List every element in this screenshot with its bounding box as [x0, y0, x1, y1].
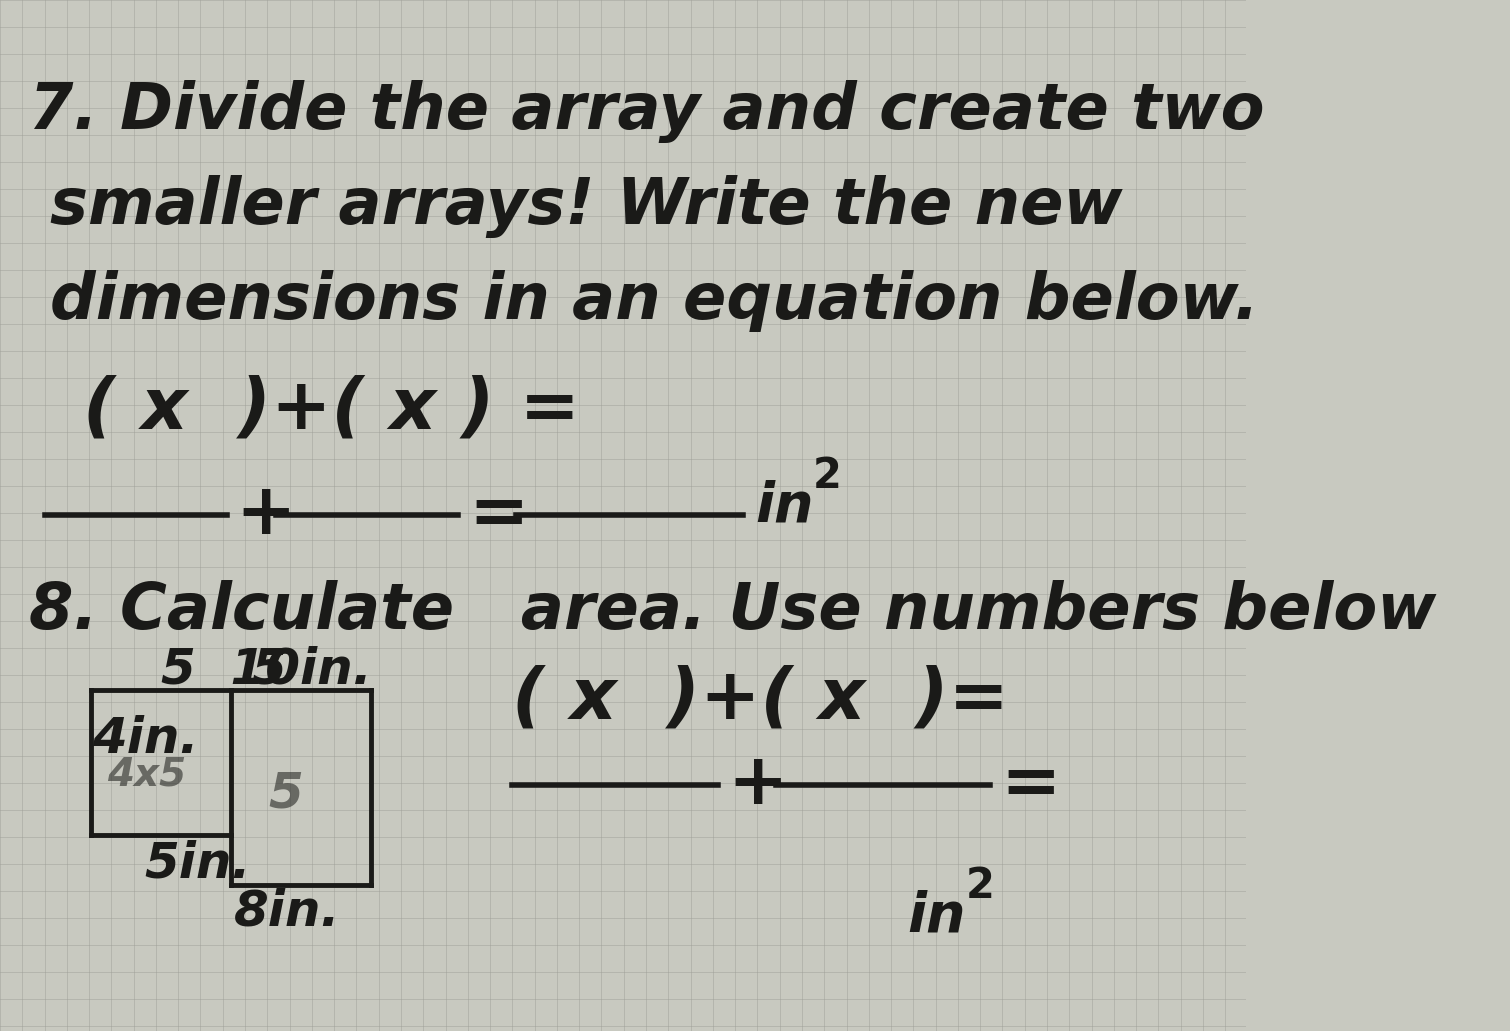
Text: smaller arrays! Write the new: smaller arrays! Write the new: [50, 175, 1122, 238]
Text: =: =: [1000, 750, 1060, 819]
Text: ( x  )+( x ) =: ( x )+( x ) =: [83, 375, 580, 444]
Text: +: +: [236, 480, 296, 548]
Text: =: =: [468, 480, 528, 548]
Text: 5  10in.: 5 10in.: [162, 645, 371, 693]
Text: dimensions in an equation below.: dimensions in an equation below.: [50, 270, 1258, 332]
Text: 2: 2: [965, 865, 994, 907]
Text: 2: 2: [812, 455, 841, 497]
Text: 7. Divide the array and create two: 7. Divide the array and create two: [29, 80, 1264, 143]
Text: ( x  )+( x  )=: ( x )+( x )=: [512, 665, 1009, 734]
Text: 4in.: 4in.: [92, 716, 199, 763]
Text: 8in.: 8in.: [234, 888, 340, 936]
Text: +: +: [728, 750, 788, 819]
Text: 5: 5: [252, 645, 287, 693]
Text: 4x5: 4x5: [107, 755, 186, 793]
Text: 5in.: 5in.: [145, 840, 251, 888]
Text: 5: 5: [269, 770, 304, 818]
Text: in: in: [755, 480, 814, 534]
Text: in: in: [908, 890, 966, 944]
Text: 8. Calculate   area. Use numbers below: 8. Calculate area. Use numbers below: [29, 580, 1436, 642]
